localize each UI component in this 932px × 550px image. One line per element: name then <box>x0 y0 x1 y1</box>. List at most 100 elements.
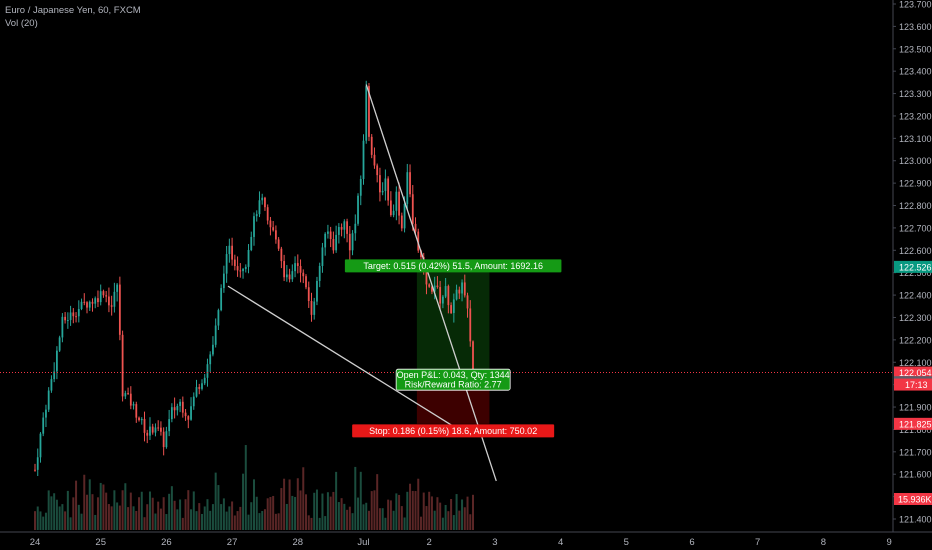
volume-bar <box>307 515 310 530</box>
price-tick-label: 121.800 <box>899 425 932 435</box>
candle-body <box>64 316 67 321</box>
price-tick-label: 123.200 <box>899 111 932 121</box>
trendlines[interactable] <box>227 84 497 482</box>
time-tick-label: 8 <box>821 537 826 548</box>
volume-bar <box>458 510 461 530</box>
volume-bar <box>69 517 72 530</box>
volume-bar <box>450 498 453 530</box>
candle-body <box>387 178 390 201</box>
candle-body <box>113 291 116 307</box>
volume-bar <box>302 467 305 530</box>
volume-bar <box>436 497 439 530</box>
volume-bar <box>61 504 64 530</box>
volume-bar <box>184 499 187 530</box>
price-tick-label: 122.100 <box>899 358 932 368</box>
volume-bar <box>34 511 36 530</box>
candle-body <box>91 301 94 304</box>
price-axis[interactable]: 123.700 123.600 123.500 123.400 123.300 123.2… <box>893 0 932 525</box>
volume-bar <box>365 502 368 530</box>
trendline[interactable] <box>365 84 497 482</box>
trendline[interactable] <box>227 285 463 433</box>
volume-bar <box>354 466 357 530</box>
volume-bar <box>236 511 239 530</box>
volume-bar <box>154 513 157 530</box>
volume-indicator-label[interactable]: Vol (20) <box>5 18 38 29</box>
volume-bar <box>381 508 384 530</box>
volume-bar <box>291 495 294 530</box>
price-tick-label: 122.700 <box>899 223 932 233</box>
candle-body <box>343 221 346 230</box>
volume-bar <box>329 496 332 530</box>
volume-bar <box>324 516 327 530</box>
stop-label-box <box>352 424 555 438</box>
candle-body <box>253 216 255 237</box>
target-zone[interactable] <box>416 266 490 383</box>
volume-bar <box>299 490 302 530</box>
candle-body <box>327 231 329 234</box>
candle-body <box>149 426 151 436</box>
pnl-box <box>395 368 511 391</box>
candle-body <box>321 247 324 267</box>
candle-body <box>359 178 362 196</box>
volume-bar <box>77 504 80 530</box>
volume-bar <box>118 505 121 530</box>
candle-body <box>285 274 288 278</box>
candle-body <box>212 344 214 355</box>
candle-body <box>414 223 417 232</box>
candle-body <box>187 416 190 420</box>
volume-bar <box>206 499 209 530</box>
volume-bar <box>250 502 253 530</box>
volume-bar <box>233 515 236 530</box>
stop-label: Stop: 0.186 (0.15%) 18.6, Amount: 750.02 <box>369 426 537 436</box>
candle-body <box>118 284 121 335</box>
volume-bar <box>466 496 469 530</box>
volume-bar <box>335 471 338 530</box>
volume-bar <box>425 506 428 530</box>
price-label: 122.526 <box>899 262 932 272</box>
position-labels: Target: 0.515 (0.42%) 51.5, Amount: 1692… <box>344 259 562 438</box>
volume-bar <box>121 490 124 530</box>
candle-body <box>392 210 395 216</box>
volume-bar <box>198 503 201 530</box>
volume-bar <box>159 508 162 530</box>
time-tick-label: 6 <box>689 537 694 548</box>
candle-body <box>201 383 203 389</box>
time-axis[interactable]: 2425262728Jul234567891011 <box>30 537 932 548</box>
volume-bar <box>469 514 472 530</box>
volume-bar <box>422 492 425 530</box>
candle-body <box>324 233 327 248</box>
candle-body <box>310 301 313 315</box>
position-zones[interactable] <box>416 266 490 424</box>
volume-bar <box>36 506 39 530</box>
volume-bar <box>222 498 225 530</box>
volume-bar <box>102 484 105 530</box>
symbol-title[interactable]: Euro / Japanese Yen, 60, FXCM <box>5 5 141 16</box>
candle-body <box>400 215 403 229</box>
volume-bar <box>176 509 179 530</box>
volume-bar <box>315 489 318 530</box>
volume-bar <box>400 506 403 530</box>
volume-bar <box>428 491 431 530</box>
volume-bar <box>203 506 206 530</box>
candle-body <box>439 287 442 304</box>
volume-bar <box>138 497 141 530</box>
time-tick-label: 25 <box>95 537 106 548</box>
volume-bar <box>157 501 160 530</box>
price-tick-label: 123.500 <box>899 44 932 54</box>
candle-body <box>455 289 458 300</box>
volume-bar <box>66 490 69 530</box>
candle-body <box>461 282 463 294</box>
candle-body <box>170 407 173 420</box>
volume-bar <box>348 506 351 530</box>
volume-bar <box>47 490 50 530</box>
time-tick-label: 27 <box>227 537 238 548</box>
candle-body <box>198 387 201 389</box>
candle-body <box>83 301 86 303</box>
volume-bar <box>392 510 395 530</box>
candle-body <box>162 431 165 448</box>
candle-body <box>192 396 195 407</box>
candle-body <box>337 227 340 235</box>
price-label-box <box>894 260 932 273</box>
price-tick-label: 122.900 <box>899 179 932 189</box>
